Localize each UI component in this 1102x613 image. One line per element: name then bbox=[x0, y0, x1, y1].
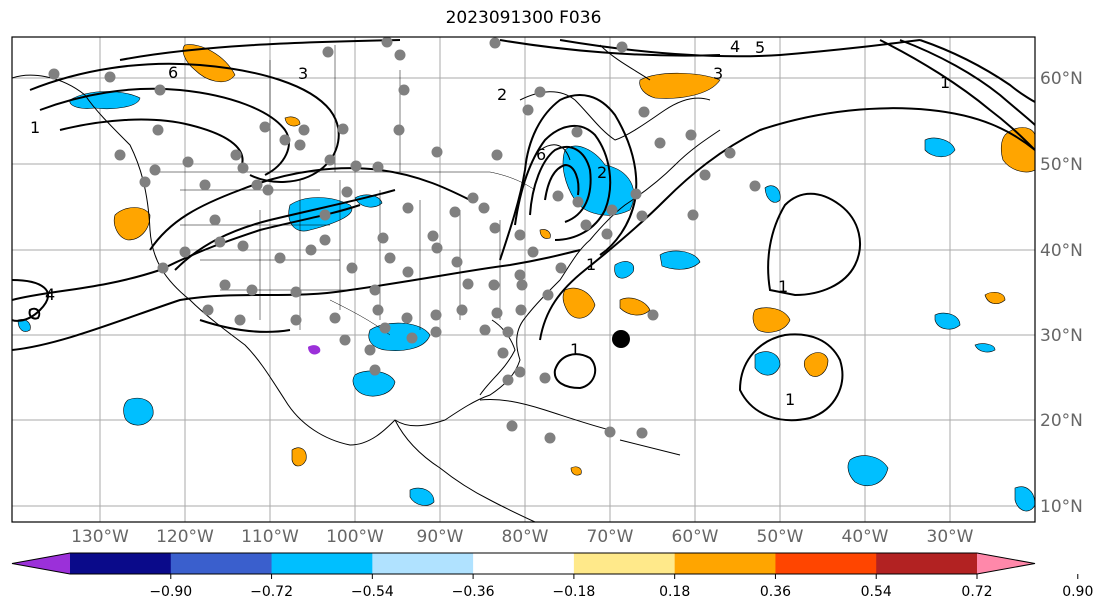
storm-center-marker bbox=[612, 330, 630, 348]
contour-label: 4 bbox=[45, 285, 55, 304]
colorbar-tick-label: 0.90 bbox=[1062, 584, 1093, 600]
latitude-labels: 60°N 50°N 40°N 30°N 20°N 10°N bbox=[1040, 69, 1083, 517]
lat-label: 60°N bbox=[1040, 69, 1083, 89]
lon-label: 120°W bbox=[156, 527, 214, 547]
colorbar: −0.90 −0.72 −0.54 −0.36 −0.18 0.18 0.36 0.54 0.7… bbox=[11, 552, 1093, 600]
colorbar-tick-label: −0.36 bbox=[452, 584, 495, 600]
colorbar-tick-label: −0.72 bbox=[250, 584, 293, 600]
colorbar-tick-label: −0.18 bbox=[552, 584, 595, 600]
lon-label: 130°W bbox=[71, 527, 129, 547]
colorbar-outline bbox=[11, 552, 1036, 575]
contour-label: 2 bbox=[597, 163, 607, 182]
map-title: 2023091300 F036 bbox=[445, 8, 602, 28]
contour-label: 1 bbox=[570, 340, 580, 359]
contour-label: 2 bbox=[497, 85, 507, 104]
contour-label: 1 bbox=[940, 73, 950, 92]
lon-label: 50°W bbox=[757, 527, 804, 547]
contour-label: 4 bbox=[730, 37, 740, 56]
contour-label: 1 bbox=[778, 277, 788, 296]
contour-lines bbox=[12, 39, 1035, 422]
colorbar-extend-low bbox=[12, 553, 70, 574]
contour-label: 1 bbox=[785, 390, 795, 409]
longitude-labels: 130°W 120°W 110°W 100°W 90°W 80°W 70°W 6… bbox=[71, 527, 974, 547]
colorbar-segment bbox=[170, 553, 273, 574]
map-frame bbox=[11, 36, 1036, 523]
colorbar-tick-label: 0.72 bbox=[961, 584, 992, 600]
lat-label: 40°N bbox=[1040, 241, 1083, 261]
colorbar-tick-label: −0.54 bbox=[351, 584, 394, 600]
contour-label: 5 bbox=[755, 38, 765, 57]
colorbar-tick-label: 0.54 bbox=[861, 584, 892, 600]
colorbar-segment bbox=[573, 553, 676, 574]
contour-labels: 6 3 2 1 6 5 4 3 2 1 4 1 1 1 1 bbox=[30, 37, 950, 409]
colorbar-tick-label: −0.90 bbox=[149, 584, 192, 600]
colorbar-segment bbox=[674, 553, 776, 574]
coastlines bbox=[12, 44, 721, 522]
lon-label: 110°W bbox=[241, 527, 299, 547]
lon-label: 70°W bbox=[587, 527, 634, 547]
lat-label: 50°N bbox=[1040, 155, 1083, 175]
contour-label: 3 bbox=[298, 64, 308, 83]
lat-label: 30°N bbox=[1040, 326, 1083, 346]
colorbar-segment bbox=[876, 553, 978, 574]
contour-label: 1 bbox=[30, 118, 40, 137]
positive-anomaly-fills bbox=[113, 44, 1035, 476]
lon-label: 100°W bbox=[326, 527, 384, 547]
lon-label: 80°W bbox=[502, 527, 549, 547]
lon-label: 30°W bbox=[927, 527, 974, 547]
colorbar-tick-label: 0.36 bbox=[760, 584, 791, 600]
colorbar-segment bbox=[271, 553, 373, 574]
lon-label: 90°W bbox=[417, 527, 464, 547]
contour-label: 6 bbox=[168, 63, 178, 82]
colorbar-segment bbox=[473, 553, 575, 574]
colorbar-segment bbox=[70, 553, 172, 574]
contour-label: 6 bbox=[536, 145, 546, 164]
colorbar-tick-label: 0.18 bbox=[659, 584, 690, 600]
station-markers bbox=[48, 37, 761, 444]
lat-label: 20°N bbox=[1040, 411, 1083, 431]
contour-label: 3 bbox=[713, 64, 723, 83]
lon-label: 40°W bbox=[842, 527, 889, 547]
contour-label: 1 bbox=[586, 255, 596, 274]
colorbar-segment bbox=[372, 553, 474, 574]
colorbar-extend-high bbox=[977, 553, 1035, 574]
lon-label: 60°W bbox=[672, 527, 719, 547]
colorbar-segment bbox=[775, 553, 877, 574]
lat-label: 10°N bbox=[1040, 497, 1083, 517]
